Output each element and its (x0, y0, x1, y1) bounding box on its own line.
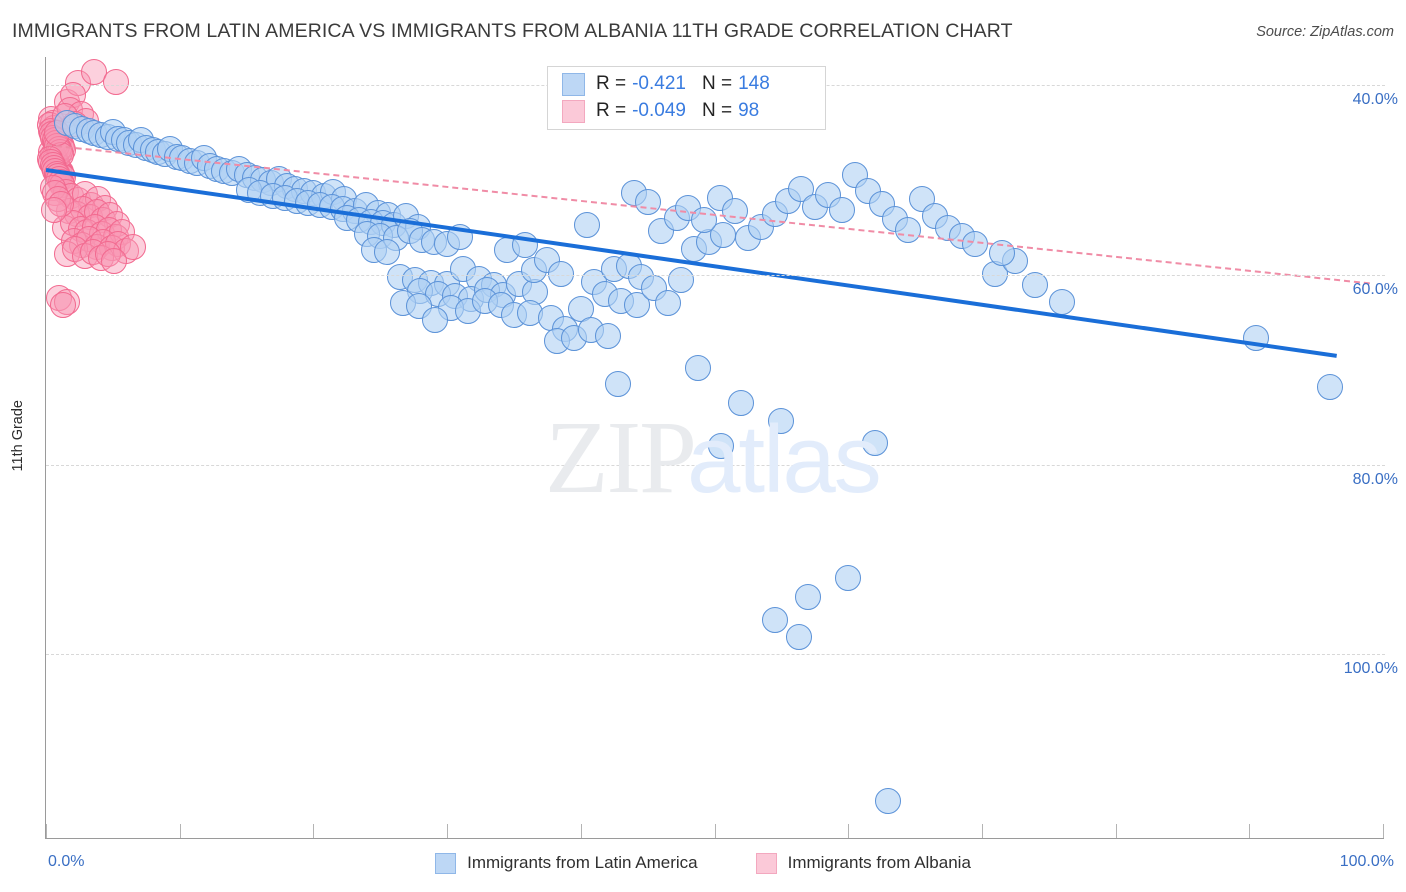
series-label-latin-america: Immigrants from Latin America (467, 853, 698, 872)
x-axis-tick (1115, 824, 1117, 838)
data-point-latin-america[interactable] (511, 231, 538, 258)
r-label-pink: R = (596, 100, 627, 121)
correlation-legend: R = -0.421 N = 148 R = -0.049 N = 98 (547, 66, 826, 130)
x-axis-tick (1383, 824, 1384, 838)
y-axis-tick-label: 60.0% (1352, 280, 1398, 298)
data-point-latin-america[interactable] (1049, 289, 1076, 316)
x-axis-tick (447, 824, 449, 838)
data-point-latin-america[interactable] (447, 224, 474, 251)
series-legend-item-albania[interactable]: Immigrants from Albania (755, 852, 971, 874)
data-point-latin-america[interactable] (728, 389, 755, 416)
data-point-latin-america[interactable] (795, 584, 822, 611)
series-swatch-pink (755, 852, 777, 874)
legend-swatch-blue (562, 72, 585, 96)
page-title: IMMIGRANTS FROM LATIN AMERICA VS IMMIGRA… (12, 20, 1013, 42)
y-axis-tick-label: 40.0% (1352, 91, 1398, 109)
data-point-latin-america[interactable] (574, 211, 601, 238)
source-attribution: Source: ZipAtlas.com (1256, 24, 1394, 40)
x-axis-tick (580, 824, 582, 838)
data-point-latin-america[interactable] (785, 624, 812, 651)
series-legend-item-latin-america[interactable]: Immigrants from Latin America (435, 852, 698, 874)
data-point-latin-america[interactable] (861, 429, 888, 456)
data-point-latin-america[interactable] (654, 290, 681, 317)
data-point-latin-america[interactable] (768, 407, 795, 434)
data-point-albania[interactable] (119, 233, 146, 260)
x-axis-tick (714, 824, 716, 838)
x-axis-max-label: 100.0% (1339, 853, 1394, 870)
x-axis-tick (313, 824, 315, 838)
data-point-latin-america[interactable] (988, 240, 1015, 267)
series-label-albania: Immigrants from Albania (787, 853, 971, 872)
data-point-latin-america[interactable] (868, 190, 895, 217)
legend-row-latin-america: R = -0.421 N = 148 (562, 71, 770, 97)
data-point-latin-america[interactable] (690, 207, 717, 234)
data-point-latin-america[interactable] (547, 261, 574, 288)
n-value-blue: 148 (738, 73, 770, 94)
data-point-latin-america[interactable] (835, 565, 862, 592)
data-point-latin-america[interactable] (962, 230, 989, 257)
data-point-albania[interactable] (101, 247, 128, 274)
x-axis-line (45, 838, 1384, 839)
data-point-latin-america[interactable] (605, 370, 632, 397)
data-point-latin-america[interactable] (1316, 373, 1343, 400)
data-point-latin-america[interactable] (634, 189, 661, 216)
r-value-blue: -0.421 (632, 73, 686, 94)
data-point-latin-america[interactable] (685, 354, 712, 381)
series-legend: Immigrants from Latin America Immigrants… (0, 848, 1406, 878)
data-point-latin-america[interactable] (895, 217, 922, 244)
data-point-albania[interactable] (102, 68, 129, 95)
gridline (46, 274, 1385, 276)
x-axis-tick (179, 824, 181, 838)
data-point-latin-america[interactable] (761, 607, 788, 633)
gridline (46, 464, 1385, 466)
x-axis-min-label: 0.0% (48, 853, 85, 870)
n-label-blue: N = (701, 73, 733, 94)
data-point-latin-america[interactable] (828, 196, 855, 223)
data-point-latin-america[interactable] (668, 266, 695, 293)
data-point-latin-america[interactable] (855, 177, 882, 204)
data-point-latin-america[interactable] (1242, 324, 1269, 351)
data-point-latin-america[interactable] (1022, 272, 1049, 299)
x-axis-tick (46, 824, 47, 838)
legend-swatch-pink (562, 99, 585, 123)
x-axis-tick (848, 824, 850, 838)
x-axis-tick (981, 824, 983, 838)
n-label-pink: N = (701, 100, 733, 121)
data-point-latin-america[interactable] (373, 239, 400, 266)
y-axis-title: 11th Grade (10, 400, 26, 472)
legend-row-albania: R = -0.049 N = 98 (562, 98, 759, 124)
data-point-latin-america[interactable] (422, 306, 449, 333)
r-label-blue: R = (596, 73, 627, 94)
data-point-latin-america[interactable] (594, 322, 621, 349)
y-axis-tick-label: 80.0% (1352, 470, 1398, 488)
data-point-albania[interactable] (50, 292, 77, 319)
r-value-pink: -0.049 (632, 100, 686, 121)
n-value-pink: 98 (738, 100, 760, 121)
data-point-albania[interactable] (41, 196, 68, 223)
data-point-latin-america[interactable] (721, 198, 748, 225)
series-swatch-blue (435, 852, 457, 874)
x-axis-tick (1249, 824, 1251, 838)
data-point-latin-america[interactable] (875, 788, 902, 815)
y-axis-line (45, 57, 46, 839)
plot-area (37, 57, 1383, 838)
data-point-latin-america[interactable] (708, 432, 735, 459)
y-axis-tick-label: 100.0% (1343, 660, 1398, 678)
gridline (46, 654, 1385, 656)
